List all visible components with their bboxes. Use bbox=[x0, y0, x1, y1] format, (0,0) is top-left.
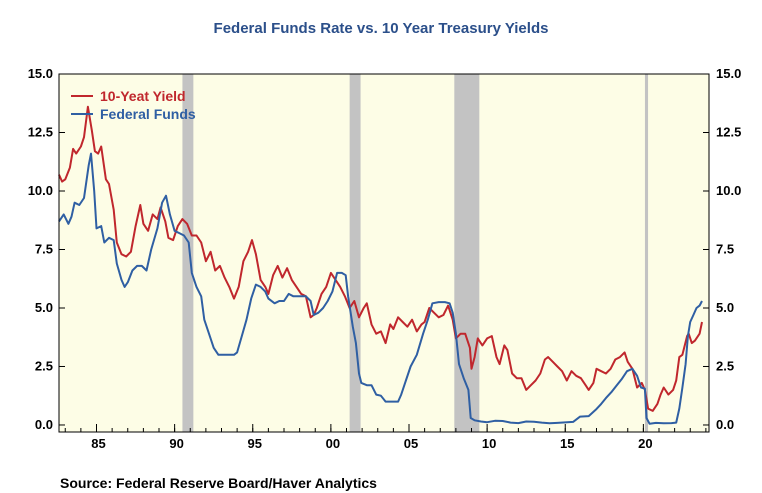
y-tick-label-right: 2.5 bbox=[716, 358, 734, 373]
x-tick-label: 95 bbox=[248, 436, 262, 451]
x-tick-label: 15 bbox=[560, 436, 574, 451]
x-tick-label: 00 bbox=[326, 436, 340, 451]
series-line-federal-funds bbox=[58, 152, 703, 425]
y-tick-label-left: 10.0 bbox=[28, 183, 53, 198]
source-note: Source: Federal Reserve Board/Haver Anal… bbox=[60, 475, 377, 491]
x-tick-label: 20 bbox=[638, 436, 652, 451]
axes: 0.0 0.0 2.5 2.5 5.0 5.0 7.5 7.5 10.0 10.0 12.5 12.5… bbox=[28, 66, 742, 451]
plot-area bbox=[58, 73, 710, 433]
x-tick-label: 10 bbox=[482, 436, 496, 451]
recession-bands bbox=[182, 74, 649, 432]
y-tick-label-right: 10.0 bbox=[716, 183, 741, 198]
series-layer bbox=[58, 105, 703, 425]
recession-band bbox=[349, 74, 361, 432]
y-tick-label-left: 0.0 bbox=[35, 417, 53, 432]
y-tick-label-left: 7.5 bbox=[35, 241, 53, 256]
recession-band bbox=[454, 74, 480, 432]
y-tick-label-right: 7.5 bbox=[716, 241, 734, 256]
recession-band bbox=[644, 74, 649, 432]
plot-frame bbox=[58, 73, 710, 433]
y-tick-label-right: 5.0 bbox=[716, 300, 734, 315]
chart-title: Federal Funds Rate vs. 10 Year Treasury … bbox=[213, 20, 549, 37]
x-tick-label: 05 bbox=[404, 436, 418, 451]
series-line-ten-year-yield bbox=[58, 105, 703, 412]
legend-label: Federal Funds bbox=[100, 106, 196, 122]
legend: 10-Yeat Yield Federal Funds bbox=[71, 88, 196, 122]
y-tick-label-left: 5.0 bbox=[35, 300, 53, 315]
y-tick-label-left: 15.0 bbox=[28, 66, 53, 81]
x-tick-label: 85 bbox=[91, 436, 105, 451]
y-tick-label-right: 15.0 bbox=[716, 66, 741, 81]
x-tick-label: 90 bbox=[169, 436, 183, 451]
y-tick-label-left: 2.5 bbox=[35, 358, 53, 373]
y-tick-label-left: 12.5 bbox=[28, 124, 53, 139]
y-tick-label-right: 0.0 bbox=[716, 417, 734, 432]
recession-band bbox=[182, 74, 194, 432]
legend-label: 10-Yeat Yield bbox=[100, 88, 186, 104]
y-tick-label-right: 12.5 bbox=[716, 124, 741, 139]
